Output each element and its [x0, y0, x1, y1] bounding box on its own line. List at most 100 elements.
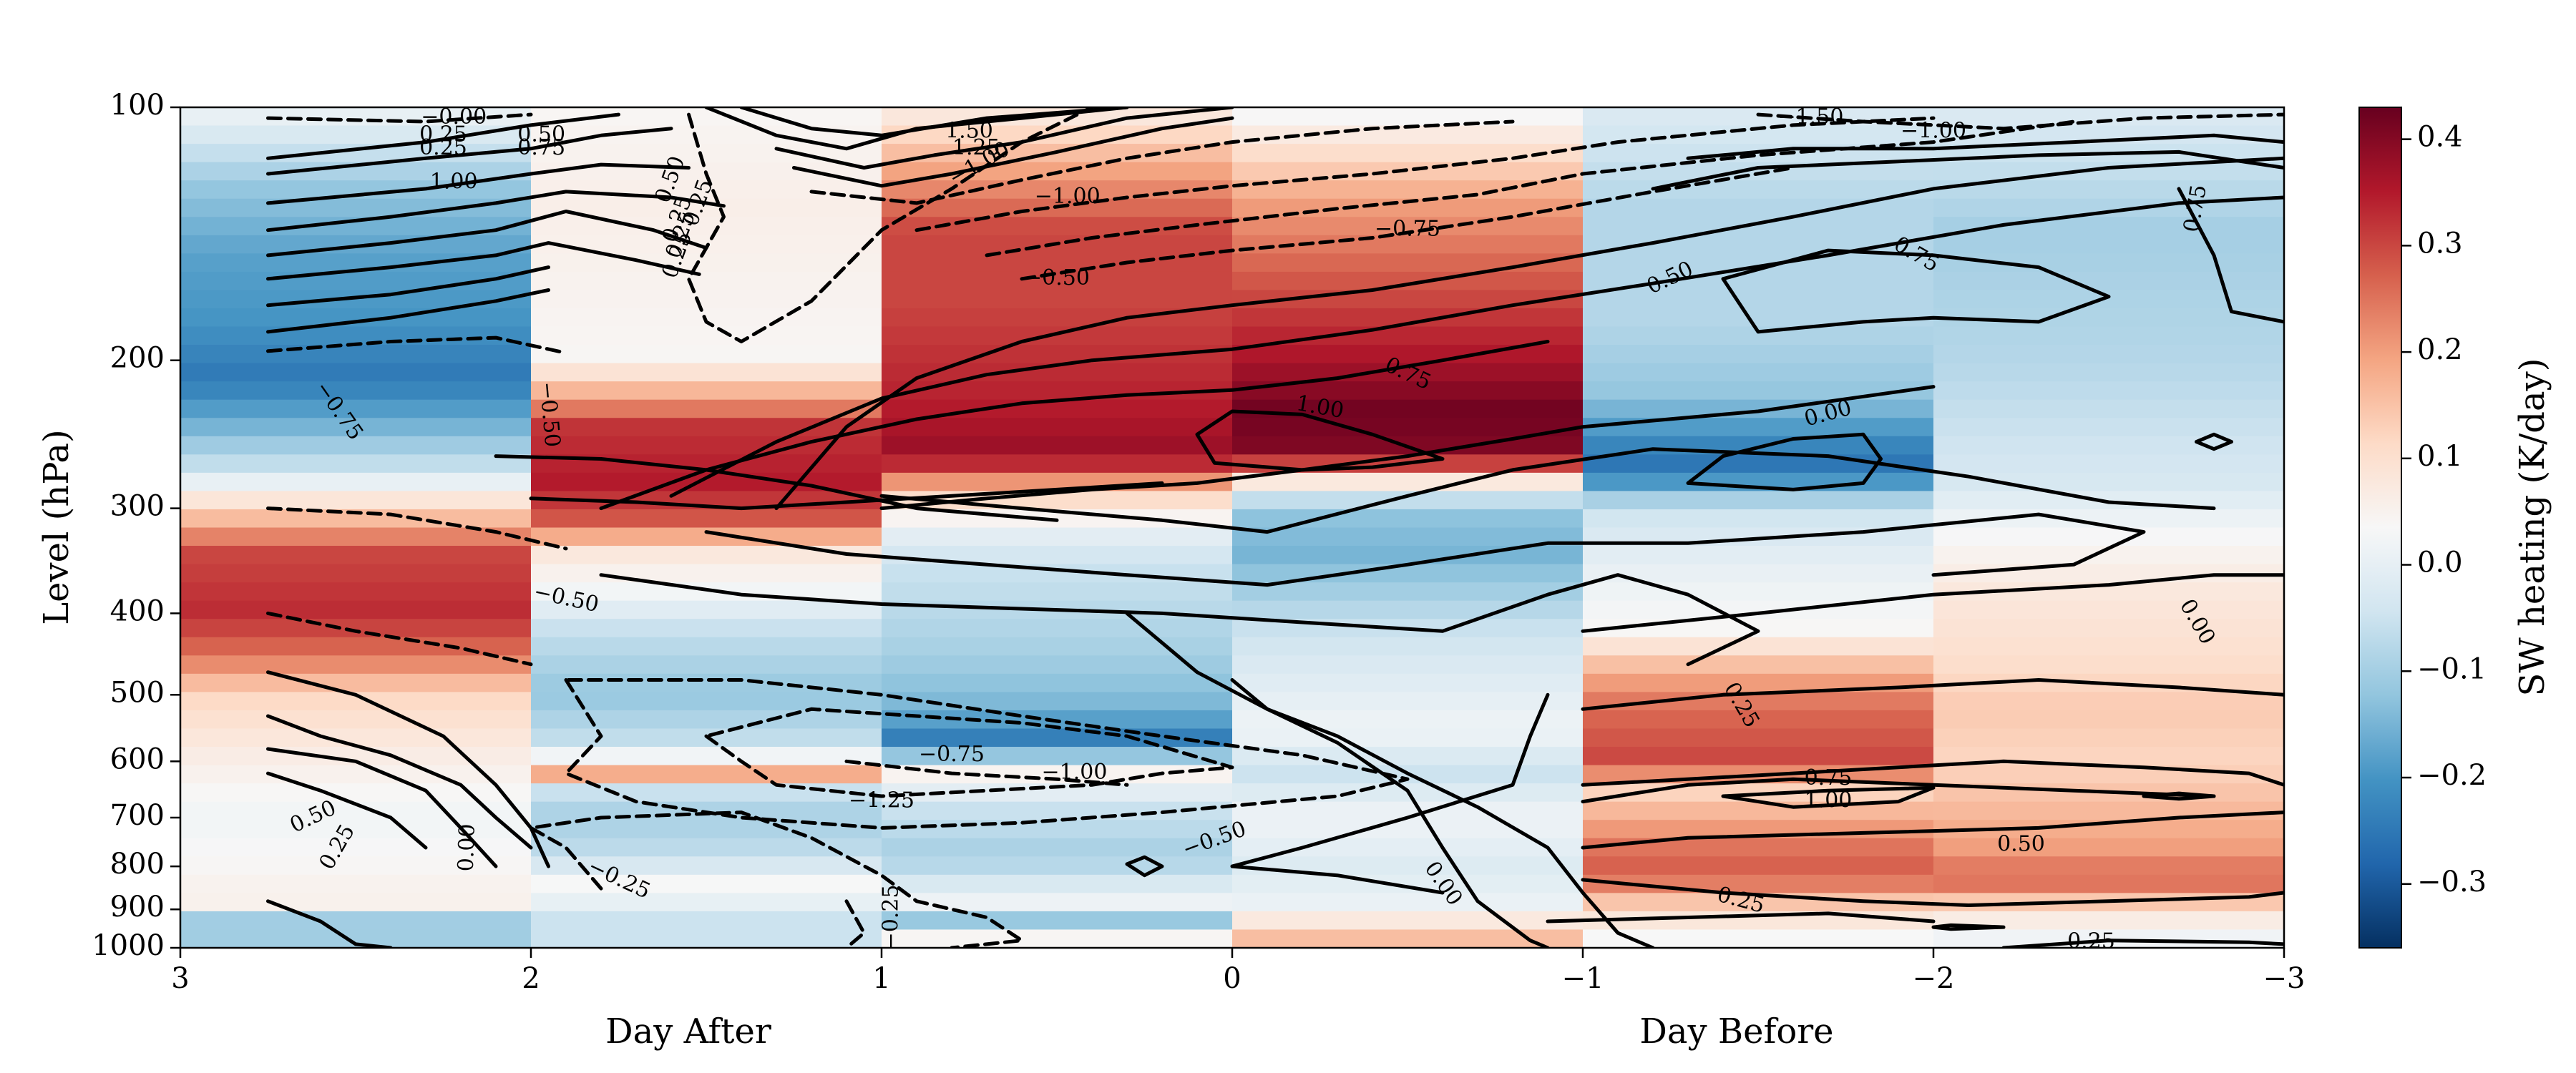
contour-line — [266, 162, 691, 205]
heatmap-cell — [531, 363, 882, 382]
contour-line — [1581, 810, 2284, 850]
x-tick-label: 0 — [1223, 962, 1241, 995]
contour-line — [1581, 678, 2284, 711]
contour-line — [1581, 777, 2216, 804]
heatmap-cell — [882, 801, 1233, 820]
heatmap-cell — [1583, 600, 1934, 619]
heatmap-cell — [180, 436, 532, 455]
contour-line — [266, 714, 533, 850]
contour-line — [1721, 785, 1936, 809]
heatmap-cell — [180, 783, 532, 803]
heatmap-cell — [882, 838, 1233, 857]
contour-line — [266, 265, 550, 308]
contour-line — [1581, 759, 2284, 787]
x-axis: 3 2 1 0 −1 −2 −3 — [171, 948, 2305, 995]
contour-line — [2177, 187, 2284, 324]
y-tick-label: 200 — [110, 342, 165, 375]
heatmap-cell — [1933, 472, 2284, 492]
y-tick-label: 600 — [110, 743, 165, 775]
heatmap-cell — [1583, 509, 1934, 529]
contour-label: 1.25 — [952, 135, 1000, 160]
heatmap-cell — [531, 582, 882, 602]
heatmap-cell — [882, 418, 1233, 437]
heatmap-cell — [531, 874, 882, 893]
heatmap-cell — [882, 454, 1233, 474]
heatmap-cell — [1933, 363, 2284, 382]
heatmap-cell — [180, 874, 532, 893]
heatmap-cell — [180, 911, 532, 931]
contour-line — [266, 127, 673, 176]
heatmap-cell — [882, 436, 1233, 455]
heatmap-cell — [531, 290, 882, 309]
contour-line — [529, 481, 1164, 511]
y-tick-label: 800 — [110, 848, 165, 881]
contour-line — [1931, 923, 2006, 931]
heatmap-cell — [180, 381, 532, 401]
contour-line — [687, 107, 1094, 343]
x-axis-label-right: Day Before — [1639, 1011, 1833, 1052]
heatmap-cell — [882, 820, 1233, 839]
heatmap-cell — [1933, 308, 2284, 328]
heatmap-cell — [1232, 144, 1584, 163]
y-tick-label: 400 — [110, 594, 165, 627]
heatmap-cell — [1933, 271, 2284, 291]
contour-line — [774, 156, 2284, 511]
heatmap-cell — [1583, 856, 1934, 876]
heatmap-cell — [1583, 728, 1934, 748]
heatmap-cell — [1933, 235, 2284, 254]
heatmap-cell — [180, 673, 532, 692]
contour-line — [599, 340, 1550, 511]
heatmap-cell — [882, 893, 1233, 912]
heatmap-cell — [531, 509, 882, 529]
heatmap-cell — [1933, 619, 2284, 638]
heatmap-cell — [1933, 838, 2284, 857]
heatmap-cell — [531, 911, 882, 931]
heatmap-cell — [1583, 290, 1934, 309]
x-tick-label: 1 — [872, 962, 890, 995]
y-tick-label: 100 — [110, 89, 165, 122]
heatmap-cell — [1583, 546, 1934, 565]
heatmap-cell — [180, 820, 532, 839]
heatmap-cell — [531, 838, 882, 857]
contour-line — [494, 454, 1059, 522]
heatmap-cell — [1583, 582, 1934, 602]
heatmap-cell — [1232, 600, 1584, 619]
contour-label: −0.00 — [421, 104, 487, 129]
x-tick-label: −3 — [2263, 962, 2306, 995]
contour-line — [2195, 432, 2233, 451]
heatmap-cell — [1933, 345, 2284, 364]
contour-label: 1.00 — [430, 170, 478, 195]
heatmap-cell — [1232, 418, 1584, 437]
heatmap-cell — [1933, 399, 2284, 418]
heatmap-cell — [531, 253, 882, 273]
contour-label: −0.75 — [919, 742, 985, 767]
contour-line — [564, 678, 1410, 830]
contour-line — [266, 771, 428, 850]
x-tick-label: 2 — [522, 962, 540, 995]
contour-line — [1651, 150, 2284, 191]
heatmap-cell — [180, 326, 532, 346]
contour-line — [2142, 791, 2216, 801]
heatmap-cell — [531, 381, 882, 401]
heatmap-cell — [531, 893, 882, 912]
contour-label: 0.50 — [517, 122, 565, 147]
contour-label: −1.25 — [849, 788, 914, 813]
contour-line — [844, 899, 866, 948]
heatmap-cell — [1232, 399, 1584, 418]
contour-label: −0.75 — [1375, 217, 1440, 242]
heatmap-cell — [180, 345, 532, 364]
contour-label: 0.25 — [2067, 929, 2115, 954]
contour-layer — [266, 107, 2284, 948]
x-axis-label-left: Day After — [605, 1011, 771, 1052]
contour-line — [669, 195, 2284, 498]
heatmap-cell — [1232, 893, 1584, 912]
contour-line — [774, 107, 1234, 170]
heatmap-cell — [531, 637, 882, 656]
heatmap-cell — [1232, 472, 1584, 492]
heatmap-cell — [882, 911, 1233, 931]
heatmap-cell — [1583, 363, 1934, 382]
heatmap-cell — [531, 692, 882, 711]
y-tick-label: 900 — [110, 891, 165, 923]
heatmap-cell — [180, 600, 532, 619]
heatmap-cell — [882, 874, 1233, 893]
